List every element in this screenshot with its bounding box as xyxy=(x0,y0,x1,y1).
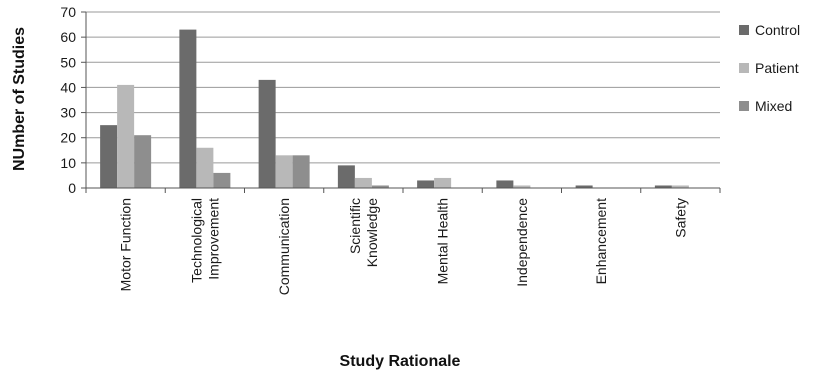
y-tick-label: 20 xyxy=(60,130,76,146)
y-axis-title: NUmber of Studies xyxy=(11,27,28,171)
x-tick-label: Safety xyxy=(672,198,688,238)
bar-mixed xyxy=(292,155,310,188)
x-tick-label: Independence xyxy=(514,198,530,287)
bars xyxy=(100,29,689,188)
y-tick-label: 40 xyxy=(60,79,76,95)
x-tick-label-line: Safety xyxy=(672,198,688,238)
x-tick-label: Scientific Knowledge xyxy=(347,198,380,267)
bar-control xyxy=(496,180,514,188)
y-tick-label: 0 xyxy=(68,180,76,196)
y-tick-label: 60 xyxy=(60,29,76,45)
bar-patient xyxy=(117,84,135,188)
x-tick-label-line: Improvement xyxy=(205,198,221,280)
bar-control xyxy=(575,185,593,188)
legend-swatch-control xyxy=(739,25,749,35)
y-tick-labels: 0 10 20 30 40 50 60 70 xyxy=(60,4,76,196)
x-tick-label-line: Communication xyxy=(276,198,292,295)
legend-label-patient: Patient xyxy=(755,60,799,76)
x-tick-label: Technological Improvement xyxy=(188,198,221,283)
x-tick-label: Motor Function xyxy=(118,198,134,291)
bar-control xyxy=(337,165,355,188)
x-tick-labels: Motor Function Technological Improvement Co… xyxy=(118,198,689,295)
bar-control xyxy=(417,180,435,188)
x-tick-label-line: Mental Health xyxy=(435,198,451,284)
y-tick-label: 30 xyxy=(60,105,76,121)
bar-control xyxy=(654,185,672,188)
legend-swatch-patient xyxy=(739,63,749,73)
x-tick-label-line: Knowledge xyxy=(364,198,380,267)
bar-mixed xyxy=(371,185,389,188)
axes xyxy=(85,12,721,193)
x-tick-label: Enhancement xyxy=(593,198,609,285)
y-tick-label: 70 xyxy=(60,4,76,20)
x-axis-title: Study Rationale xyxy=(340,353,461,370)
x-tick-label-line: Motor Function xyxy=(118,198,134,291)
bar-patient xyxy=(671,185,689,188)
bar-patient xyxy=(275,155,293,188)
bar-patient xyxy=(196,147,214,188)
x-tick-label-line: Scientific xyxy=(347,198,363,254)
bar-control xyxy=(100,125,118,188)
bar-patient xyxy=(354,177,372,188)
bar-control xyxy=(179,29,197,188)
bar-mixed xyxy=(134,135,152,188)
x-tick-label-line: Technological xyxy=(188,198,204,283)
x-tick-label-line: Independence xyxy=(514,198,530,287)
x-tick-label: Communication xyxy=(276,198,292,295)
x-tick-label-line: Enhancement xyxy=(593,198,609,285)
legend-label-control: Control xyxy=(755,22,800,38)
gridlines xyxy=(81,11,720,189)
legend-swatch-mixed xyxy=(739,101,749,111)
bar-mixed xyxy=(213,172,231,188)
x-tick-label: Mental Health xyxy=(435,198,451,284)
y-tick-label: 50 xyxy=(60,54,76,70)
legend-label-mixed: Mixed xyxy=(755,98,792,114)
y-tick-label: 10 xyxy=(60,155,76,171)
bar-control xyxy=(258,79,276,188)
bar-patient xyxy=(513,185,531,188)
bar-patient xyxy=(434,177,452,188)
legend: Control Patient Mixed xyxy=(739,22,800,114)
